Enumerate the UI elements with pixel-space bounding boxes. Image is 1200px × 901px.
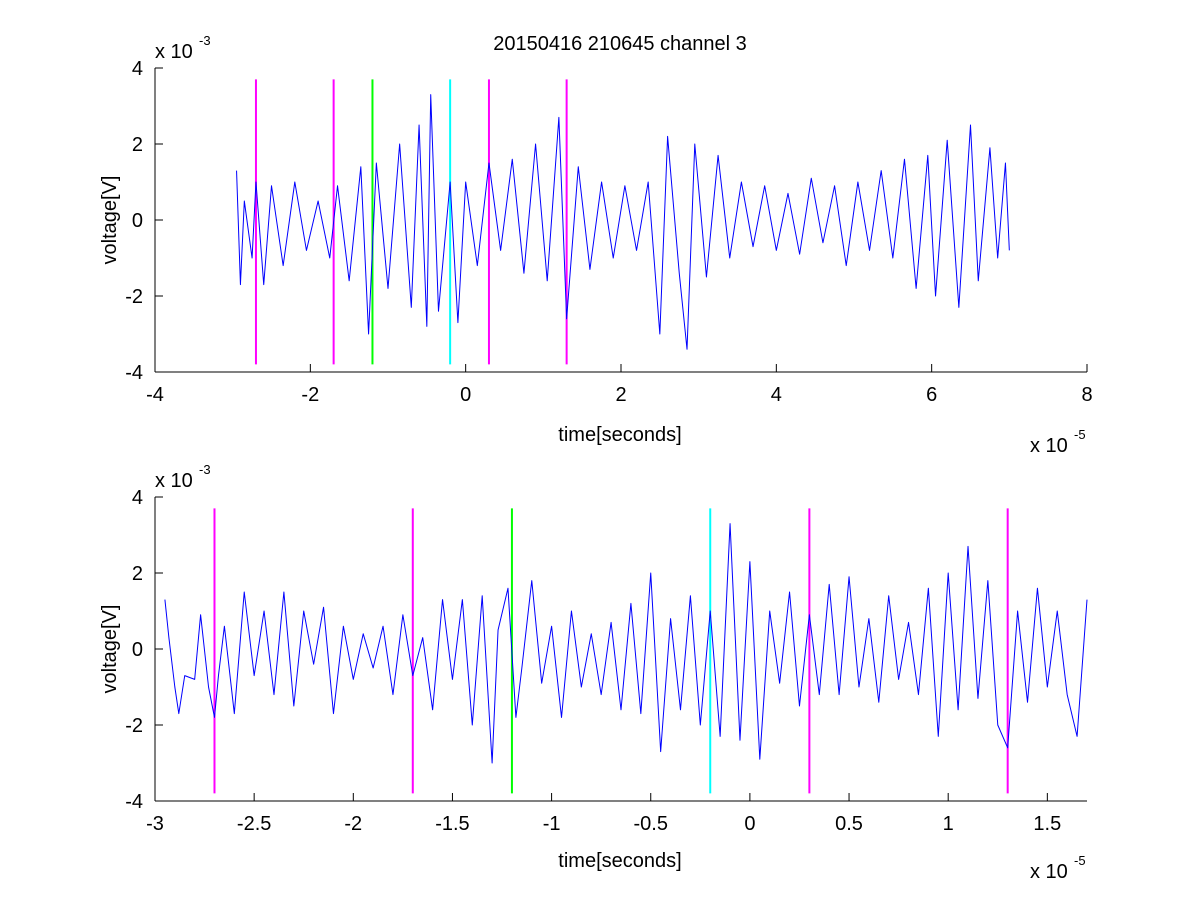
top-plot-xtick-label: -2 xyxy=(301,384,319,406)
bottom-plot-xtick-label: -0.5 xyxy=(634,813,668,835)
bottom-plot-ytick-label: -4 xyxy=(125,791,143,813)
bottom-plot-xtick-label: 0.5 xyxy=(835,813,863,835)
top-plot-axes xyxy=(154,67,1088,373)
top-plot-ytick-label: 0 xyxy=(132,210,143,232)
bottom-plot-xtick-label: -1.5 xyxy=(435,813,469,835)
top-plot-xlabel: time[seconds] xyxy=(558,424,681,446)
bottom-plot-ytick-label: -2 xyxy=(125,715,143,737)
top-plot-xtick-labels: -4 -2 0 2 4 6 8 xyxy=(146,384,1092,406)
top-plot-y-multiplier-base: x 10 xyxy=(155,41,193,63)
top-plot-ytick-label: 2 xyxy=(132,134,143,156)
bottom-plot-signal-line xyxy=(164,523,1088,764)
top-plot-x-multiplier: x 10 -5 xyxy=(1030,427,1086,457)
top-plot-y-multiplier: x 10 -3 xyxy=(155,33,211,63)
top-plot-vlines xyxy=(254,79,568,365)
top-plot-ytick-labels: -4 -2 0 2 4 xyxy=(125,58,143,384)
bottom-plot-axes xyxy=(154,496,1087,802)
top-plot-xtick-label: 2 xyxy=(615,384,626,406)
top-plot-ylabel: voltage[V] xyxy=(99,176,121,265)
top-plot-ytick-label: 4 xyxy=(132,58,143,80)
bottom-plot-ytick-label: 4 xyxy=(132,487,143,509)
bottom-plot-ytick-label: 0 xyxy=(132,639,143,661)
bottom-plot-xtick-label: -1 xyxy=(543,813,561,835)
top-plot-series xyxy=(236,94,1010,350)
bottom-plot-y-multiplier-base: x 10 xyxy=(155,470,193,492)
bottom-plot-xtick-label: 0 xyxy=(744,813,755,835)
bottom-plot-xtick-label: 1 xyxy=(943,813,954,835)
bottom-plot: -3 -2.5 -2 -1.5 -1 -0.5 0 0.5 1 1.5 -4 -2 0 2 4 time[… xyxy=(99,462,1088,883)
bottom-plot-xtick-label: -2 xyxy=(344,813,362,835)
bottom-plot-ytick-label: 2 xyxy=(132,563,143,585)
bottom-plot-xlabel: time[seconds] xyxy=(558,850,681,872)
top-plot-ytick-label: -2 xyxy=(125,286,143,308)
bottom-plot-ytick-labels: -4 -2 0 2 4 xyxy=(125,487,143,813)
top-plot-x-multiplier-exp: -5 xyxy=(1074,427,1086,442)
top-plot-xtick-label: 4 xyxy=(771,384,782,406)
top-plot-signal-line xyxy=(236,94,1010,350)
top-plot-xtick-label: 8 xyxy=(1081,384,1092,406)
bottom-plot-x-multiplier: x 10 -5 xyxy=(1030,853,1086,883)
top-plot-x-multiplier-base: x 10 xyxy=(1030,435,1068,457)
bottom-plot-xtick-label: -3 xyxy=(146,813,164,835)
top-plot-ytick-label: -4 xyxy=(125,362,143,384)
bottom-plot-xtick-label: 1.5 xyxy=(1033,813,1061,835)
bottom-plot-y-multiplier-exp: -3 xyxy=(199,462,211,477)
bottom-plot-series xyxy=(164,523,1088,764)
bottom-plot-x-multiplier-exp: -5 xyxy=(1074,853,1086,868)
chart-title: 20150416 210645 channel 3 xyxy=(493,33,747,55)
bottom-plot-x-multiplier-base: x 10 xyxy=(1030,861,1068,883)
top-plot-y-multiplier-exp: -3 xyxy=(199,33,211,48)
top-plot-xtick-label: 6 xyxy=(926,384,937,406)
bottom-plot-xtick-labels: -3 -2.5 -2 -1.5 -1 -0.5 0 0.5 1 1.5 xyxy=(146,813,1061,835)
top-plot: -4 -2 0 2 4 6 8 -4 -2 0 2 4 time[seconds] voltage[… xyxy=(99,33,1093,457)
bottom-plot-xtick-label: -2.5 xyxy=(237,813,271,835)
bottom-plot-ylabel: voltage[V] xyxy=(99,605,121,694)
top-plot-xtick-label: -4 xyxy=(146,384,164,406)
top-plot-xtick-label: 0 xyxy=(460,384,471,406)
bottom-plot-y-multiplier: x 10 -3 xyxy=(155,462,211,492)
